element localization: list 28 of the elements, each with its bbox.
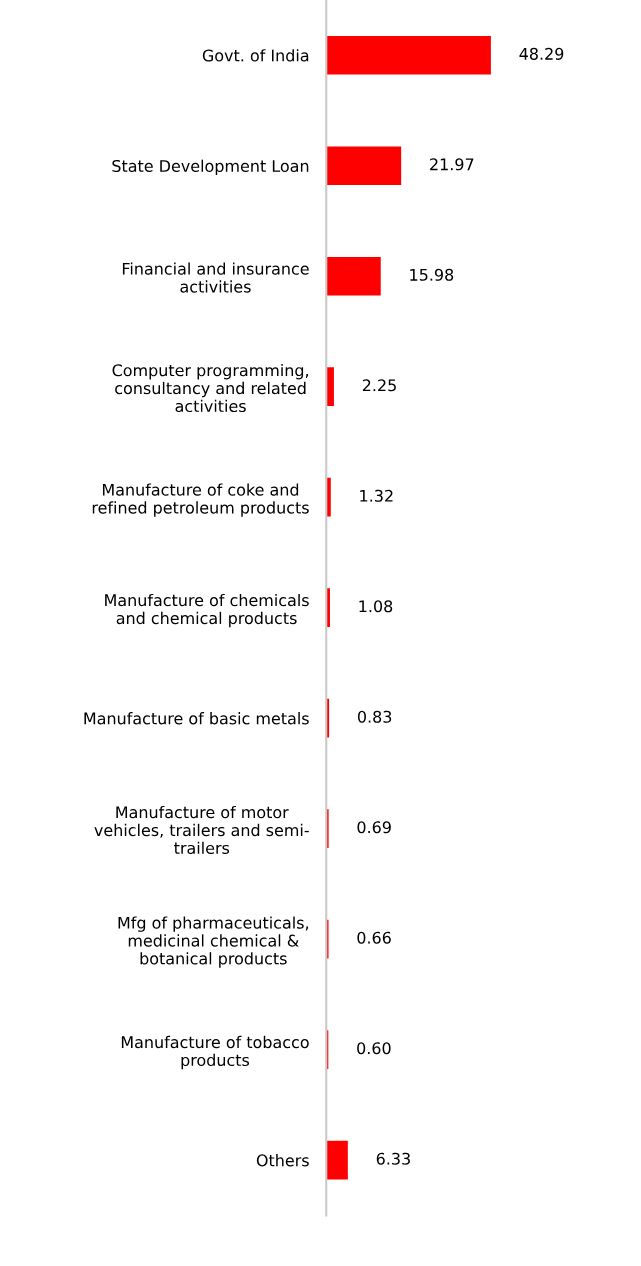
data-label: 48.29 bbox=[519, 47, 564, 60]
y-tick-label: Financial and insurance activities bbox=[122, 262, 309, 293]
bar bbox=[326, 146, 402, 186]
data-label: 2.25 bbox=[362, 379, 396, 392]
y-tick-label: Govt. of India bbox=[202, 49, 309, 62]
y-tick-label: Computer programming, consultancy and related activities bbox=[112, 363, 309, 413]
y-tick-label: Manufacture of chemicals and chemical products bbox=[105, 593, 309, 628]
data-label: 21.97 bbox=[430, 158, 474, 171]
data-label: 0.66 bbox=[357, 931, 391, 944]
data-label: 0.60 bbox=[357, 1042, 391, 1055]
y-tick-label: Others bbox=[256, 1154, 309, 1167]
y-tick-label: Manufacture of basic metals bbox=[84, 712, 309, 725]
bar bbox=[326, 477, 331, 517]
bar bbox=[326, 256, 381, 296]
data-label: 0.69 bbox=[357, 821, 391, 834]
y-tick-label: Manufacture of tobacco products bbox=[121, 1035, 309, 1070]
y-tick-label: Manufacture of coke and refined petroleum products bbox=[92, 483, 309, 517]
data-label: 0.83 bbox=[357, 710, 392, 723]
data-label: 15.98 bbox=[410, 268, 454, 281]
data-label: 1.08 bbox=[359, 600, 393, 613]
bar bbox=[326, 1140, 348, 1180]
bar bbox=[326, 367, 334, 407]
bar bbox=[326, 35, 491, 75]
y-tick-label: Manufacture of motor vehicles, trailers and semi- trailers bbox=[94, 805, 309, 855]
data-label: 6.33 bbox=[376, 1152, 410, 1165]
y-tick-label: Mfg of pharmaceuticals, medicinal chemical & botanical products bbox=[118, 916, 309, 968]
data-label: 1.32 bbox=[360, 489, 393, 502]
y-tick-label: State Development Loan bbox=[112, 159, 309, 176]
